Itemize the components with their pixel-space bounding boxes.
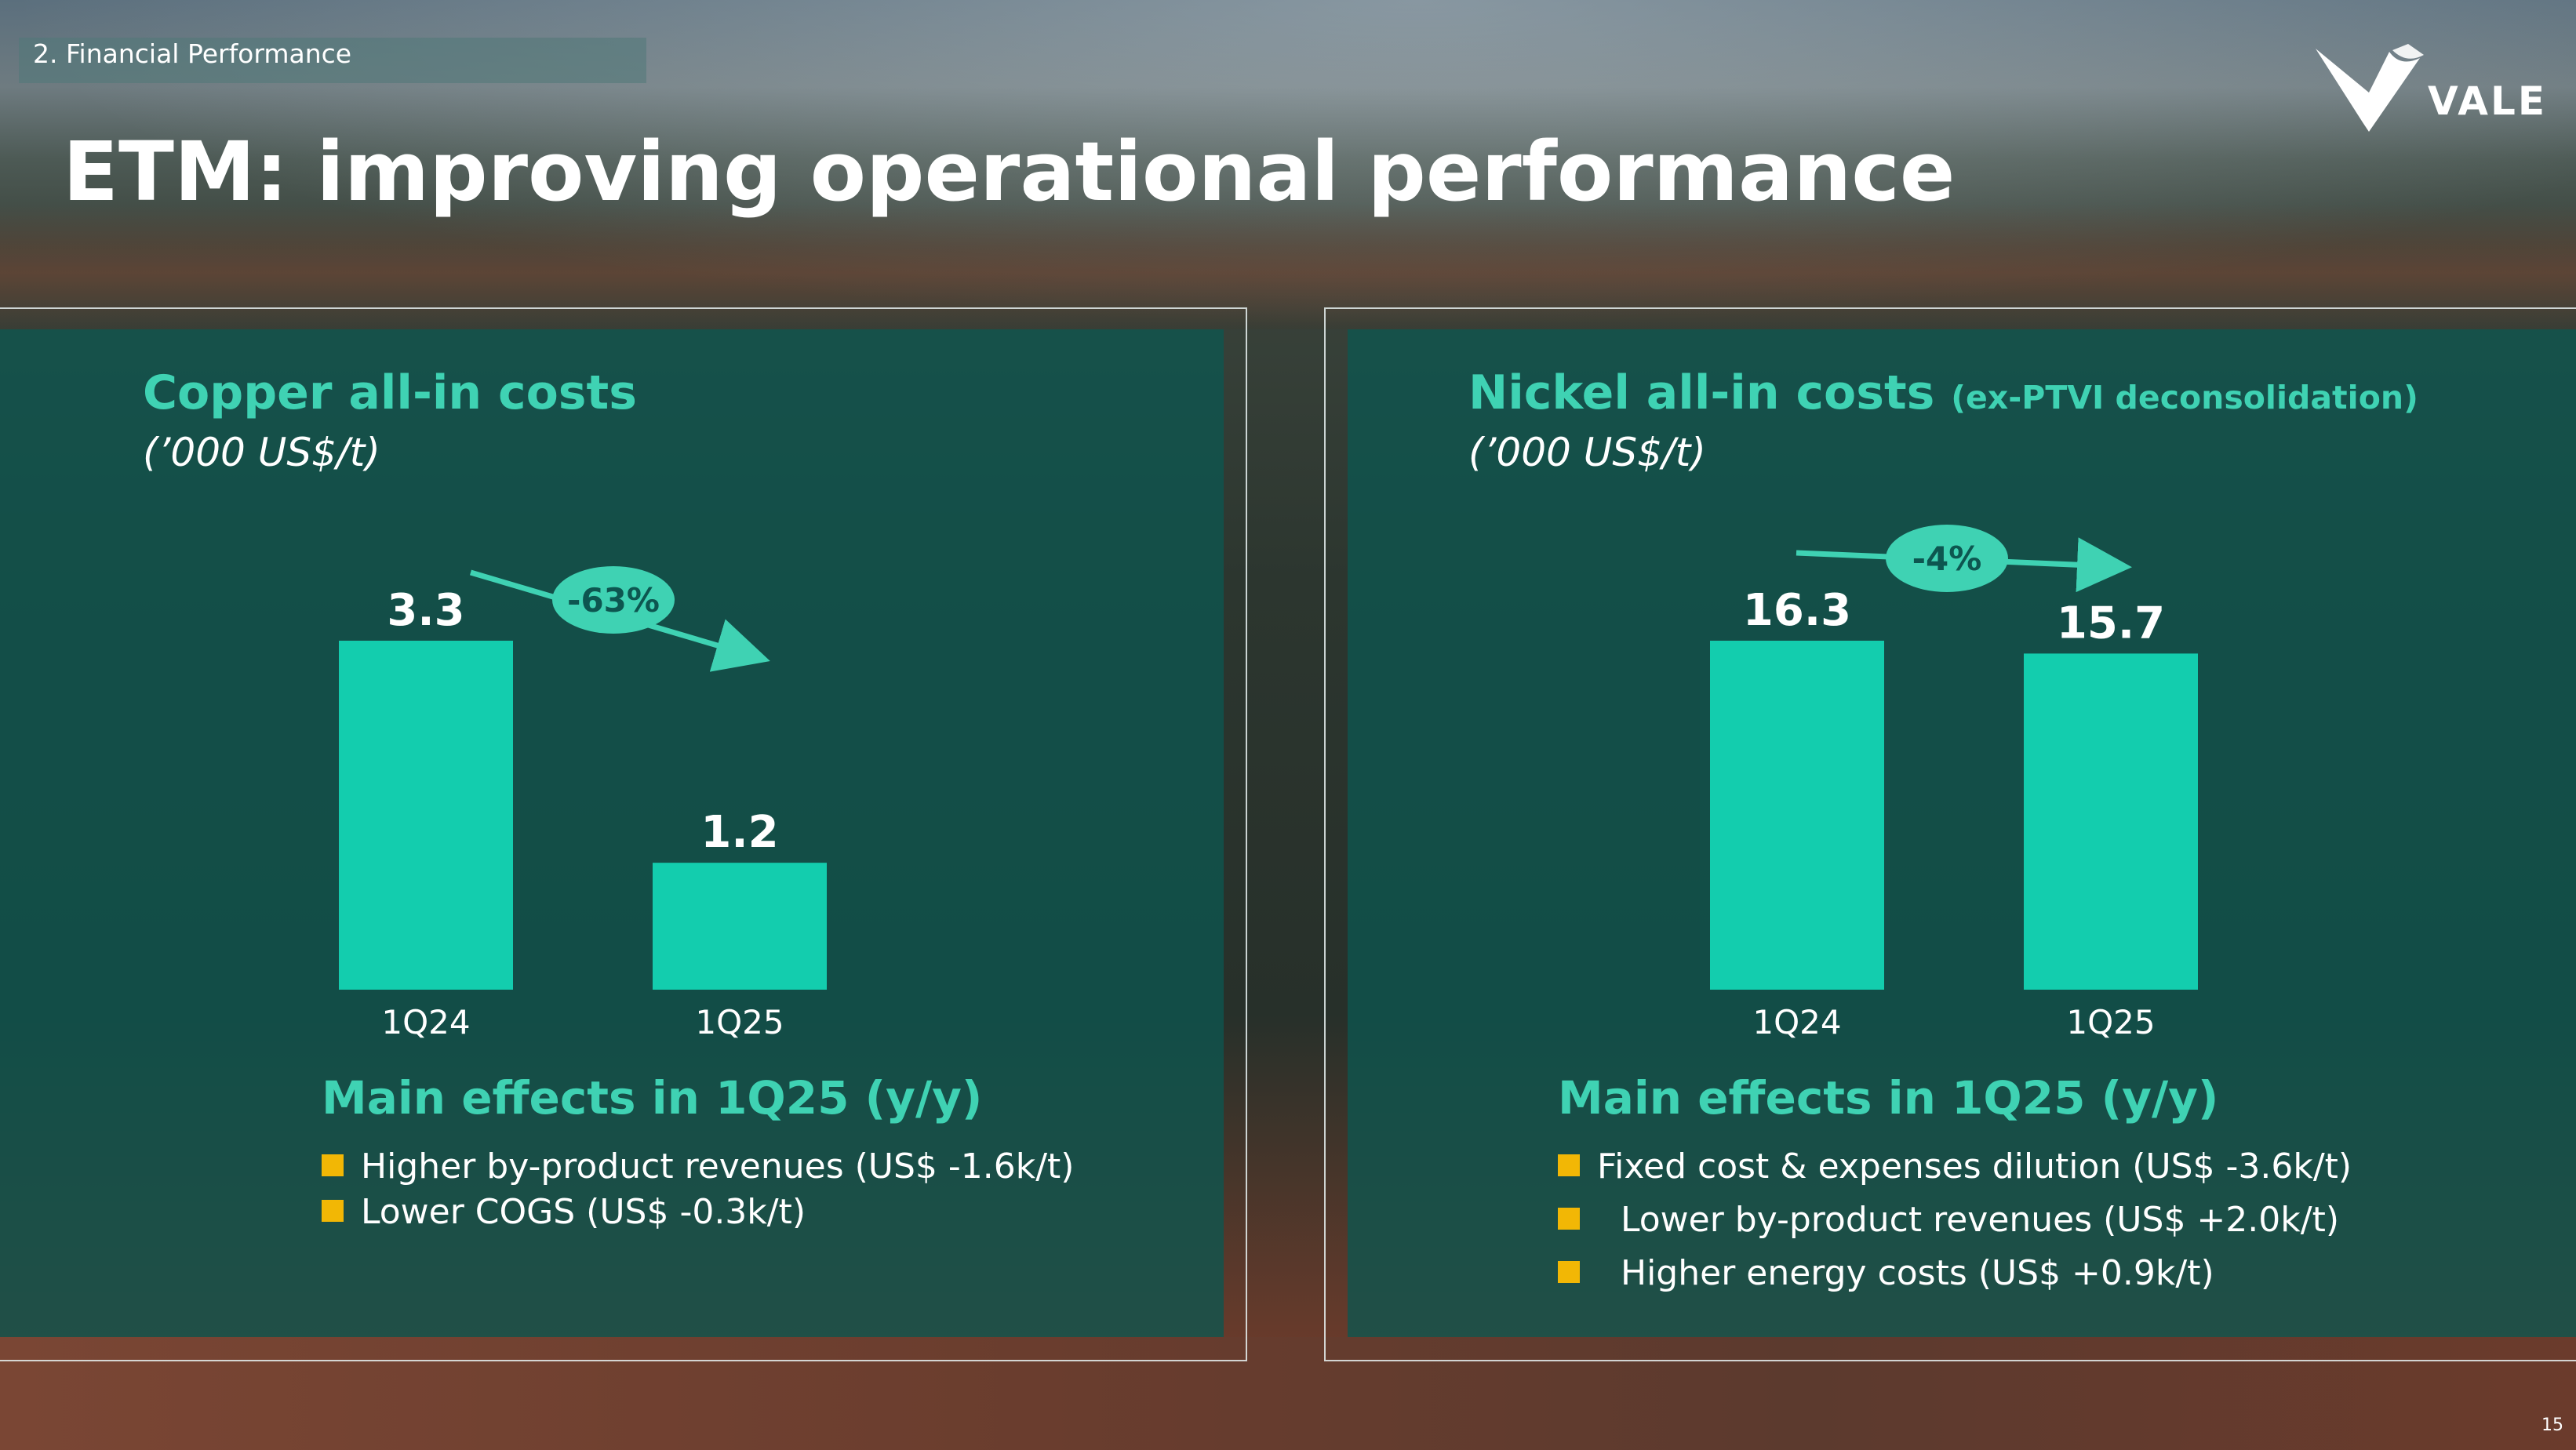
copper-effect-item: Higher by-product revenues (US$ -1.6k/t)	[322, 1147, 1074, 1187]
logo-text: VALE	[2428, 78, 2548, 124]
copper-effect-item: Lower COGS (US$ -0.3k/t)	[322, 1192, 806, 1232]
bar	[2024, 653, 2198, 990]
page-title: ETM: improving operational performance	[63, 124, 1956, 220]
copper-chart-unit: (’000 US$/t)	[143, 430, 380, 475]
copper-chart-title: Copper all-in costs	[143, 365, 637, 420]
page-number: 15	[2541, 1415, 2563, 1435]
copper-panel	[0, 329, 1224, 1337]
nickel-effect-item: Lower by-product revenues (US$ +2.0k/t)	[1558, 1200, 2339, 1240]
x-tick-label: 1Q25	[695, 1003, 784, 1041]
change-badge	[1886, 525, 2008, 592]
nickel-frame	[1324, 307, 2576, 1361]
bar-value-label: 3.3	[387, 585, 464, 636]
bullet-square-icon	[322, 1200, 344, 1222]
bar-value-label: 15.7	[2057, 598, 2165, 649]
nickel-chart-title-note: (ex-PTVI deconsolidation)	[1951, 379, 2418, 416]
bullet-square-icon	[1558, 1154, 1580, 1176]
bottom-terrain	[0, 1337, 2576, 1450]
bullet-square-icon	[322, 1154, 344, 1176]
x-tick-label: 1Q24	[1752, 1003, 1841, 1041]
nickel-chart-unit: (’000 US$/t)	[1468, 430, 1706, 475]
x-tick-label: 1Q24	[381, 1003, 470, 1041]
bullet-square-icon	[1558, 1208, 1580, 1230]
section-tab	[19, 38, 646, 83]
bar-value-label: 16.3	[1743, 585, 1851, 636]
nickel-effect-item: Higher energy costs (US$ +0.9k/t)	[1558, 1253, 2214, 1293]
change-label: -63%	[567, 581, 660, 620]
nickel-panel	[1348, 329, 2576, 1337]
nickel-effects-title: Main effects in 1Q25 (y/y)	[1558, 1071, 2219, 1125]
bar	[339, 641, 513, 990]
section-label: 2. Financial Performance	[33, 38, 352, 69]
bar	[1710, 641, 1884, 990]
nickel-chart-title-main: Nickel all-in costs	[1468, 365, 1935, 420]
change-label: -4%	[1912, 540, 1982, 578]
vale-logo-icon	[2316, 44, 2424, 132]
nickel-chart-title: Nickel all-in costs (ex-PTVI deconsolida…	[1468, 365, 2418, 420]
x-tick-label: 1Q25	[2066, 1003, 2155, 1041]
bar	[653, 863, 827, 990]
change-badge	[552, 566, 675, 634]
bar-value-label: 1.2	[700, 807, 778, 858]
copper-frame	[0, 307, 1247, 1361]
copper-effects-title: Main effects in 1Q25 (y/y)	[322, 1071, 983, 1125]
nickel-effect-item: Fixed cost & expenses dilution (US$ -3.6…	[1558, 1147, 2352, 1187]
bullet-square-icon	[1558, 1261, 1580, 1283]
